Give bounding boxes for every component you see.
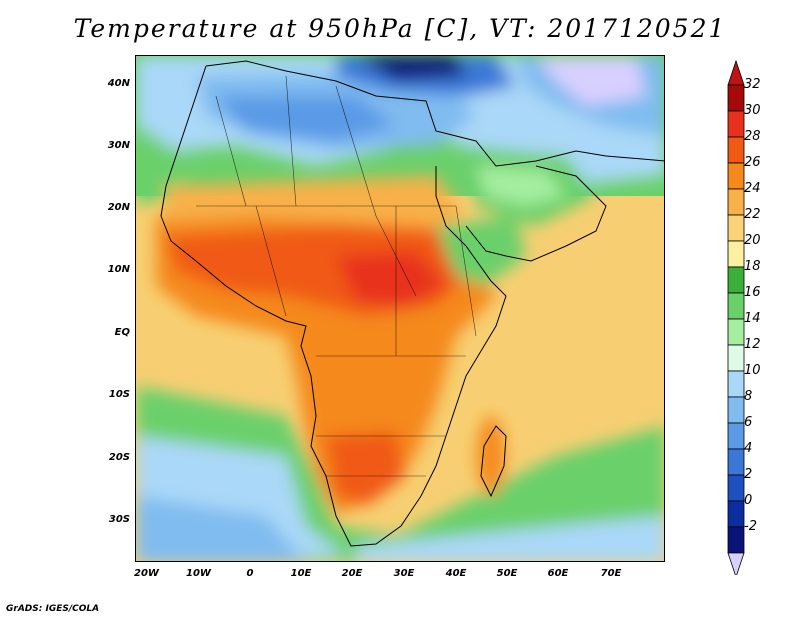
colorbar-label: 30 bbox=[744, 103, 761, 118]
x-tick-label: 10E bbox=[290, 568, 312, 579]
colorbar-segment bbox=[727, 136, 745, 164]
x-tick-label: 40E bbox=[445, 568, 467, 579]
colorbar-label: -2 bbox=[744, 519, 757, 534]
colorbar-segment bbox=[727, 474, 745, 502]
y-tick-label: 30N bbox=[107, 140, 130, 151]
temperature-map bbox=[135, 55, 665, 562]
country-borders bbox=[196, 75, 477, 477]
colorbar-segment bbox=[727, 266, 745, 294]
x-tick-label: 20E bbox=[341, 568, 363, 579]
y-tick-label: 30S bbox=[108, 514, 130, 525]
colorbar-segment bbox=[727, 396, 745, 424]
colorbar-segment bbox=[727, 240, 745, 268]
x-tick-label: 0 bbox=[246, 568, 254, 579]
x-tick-label: 70E bbox=[600, 568, 622, 579]
colorbar-segment bbox=[727, 84, 745, 112]
colorbar-segment bbox=[727, 526, 745, 554]
y-tick-label: 20S bbox=[108, 452, 130, 463]
x-tick-label: 50E bbox=[496, 568, 518, 579]
colorbar-label: 26 bbox=[744, 155, 761, 170]
colorbar-scale bbox=[727, 59, 745, 575]
y-tick-label: EQ bbox=[114, 327, 130, 338]
colorbar-segment bbox=[727, 318, 745, 346]
colorbar-label: 2 bbox=[744, 467, 753, 482]
colorbar-segment bbox=[727, 162, 745, 190]
colorbar-label: 12 bbox=[744, 337, 761, 352]
colorbar-label: 6 bbox=[744, 415, 753, 430]
colorbar-label: 4 bbox=[744, 441, 753, 456]
colorbar-label: 22 bbox=[744, 207, 761, 222]
x-tick-label: 30E bbox=[393, 568, 415, 579]
temperature-field bbox=[136, 56, 664, 561]
colorbar-label: 8 bbox=[744, 389, 753, 404]
y-tick-label: 20N bbox=[107, 202, 130, 213]
colorbar-label: 32 bbox=[744, 77, 761, 92]
colorbar-label: 18 bbox=[744, 259, 761, 274]
y-tick-label: 40N bbox=[107, 78, 130, 89]
colorbar-label: 24 bbox=[744, 181, 761, 196]
y-tick-label: 10N bbox=[107, 264, 130, 275]
colorbar-segment bbox=[727, 214, 745, 242]
coastlines bbox=[160, 60, 664, 547]
colorbar-segment bbox=[727, 110, 745, 138]
y-tick-label: 10S bbox=[108, 389, 130, 400]
colorbar-segment bbox=[727, 422, 745, 450]
grads-credit: GrADS: IGES/COLA bbox=[6, 604, 100, 614]
colorbar-segment bbox=[727, 500, 745, 528]
x-tick-label: 60E bbox=[547, 568, 569, 579]
colorbar-label: 0 bbox=[744, 493, 753, 508]
colorbar-segment bbox=[727, 370, 745, 398]
colorbar-label: 16 bbox=[744, 285, 761, 300]
colorbar-segment bbox=[727, 292, 745, 320]
colorbar-segment bbox=[727, 448, 745, 476]
colorbar-top-arrow bbox=[727, 59, 745, 86]
x-tick-label: 10W bbox=[186, 568, 211, 579]
x-tick-label: 20W bbox=[134, 568, 159, 579]
colorbar-label: 14 bbox=[744, 311, 761, 326]
colorbar-label: 28 bbox=[744, 129, 761, 144]
map-title: Temperature at 950hPa [C], VT: 201712052… bbox=[73, 14, 727, 43]
colorbar-label: 10 bbox=[744, 363, 761, 378]
colorbar-label: 20 bbox=[744, 233, 761, 248]
colorbar-segment bbox=[727, 188, 745, 216]
colorbar-segment bbox=[727, 344, 745, 372]
colorbar-bottom-arrow bbox=[727, 552, 745, 575]
